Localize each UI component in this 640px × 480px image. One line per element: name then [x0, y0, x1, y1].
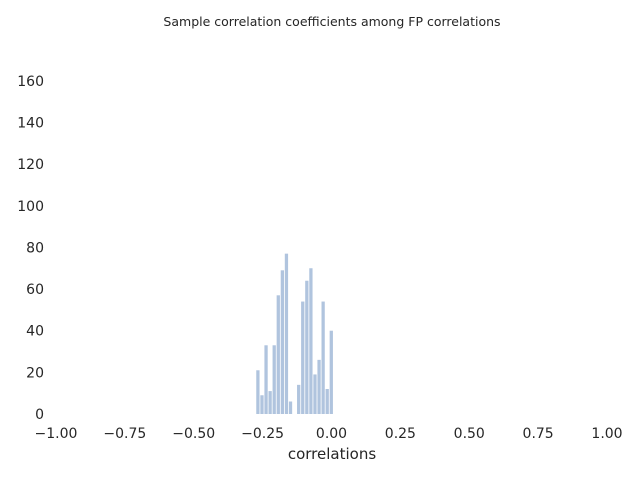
x-tick-labels: −1.00 −0.75 −0.50 −0.25 0.00 0.25 0.50 0.75 1.00 [35, 426, 623, 442]
y-tick-labels: 0 20 40 60 80 100 120 140 160 [17, 74, 44, 423]
x-tick-label: −1.00 [35, 426, 78, 442]
histogram-bar [284, 253, 289, 414]
x-tick-label: −0.75 [103, 426, 146, 442]
histogram-bars [256, 253, 333, 414]
x-tick-label: 0.50 [454, 426, 485, 442]
y-tick-label: 20 [26, 365, 44, 381]
histogram-bar [325, 389, 329, 414]
x-tick-label: 0.00 [316, 426, 347, 442]
y-tick-label: 80 [26, 240, 44, 256]
chart-title: Sample correlation coefficients among FP… [163, 14, 500, 29]
histogram-bar [288, 401, 293, 414]
y-tick-label: 0 [35, 407, 44, 423]
x-axis-label: correlations [288, 445, 376, 463]
x-tick-label: −0.25 [241, 426, 284, 442]
histogram-bar [256, 370, 260, 414]
histogram-bar [272, 345, 276, 414]
y-tick-label: 160 [17, 74, 44, 90]
x-tick-label: 0.75 [523, 426, 554, 442]
x-tick-label: 0.25 [385, 426, 416, 442]
x-tick-label: 1.00 [591, 426, 622, 442]
histogram-bar [264, 345, 268, 414]
histogram-bar [309, 268, 313, 414]
y-tick-label: 140 [17, 115, 44, 131]
y-tick-label: 120 [17, 157, 44, 173]
histogram-bar [313, 374, 317, 414]
x-tick-label: −0.50 [172, 426, 215, 442]
y-tick-label: 40 [26, 324, 44, 340]
histogram-bar [321, 301, 325, 414]
histogram-bar [305, 280, 309, 414]
histogram-bar [297, 384, 301, 414]
histogram-bar [260, 395, 264, 414]
y-tick-label: 100 [17, 199, 44, 215]
y-tick-label: 60 [26, 282, 44, 298]
histogram-bar [276, 295, 280, 414]
histogram-bar [280, 270, 285, 414]
histogram-bar [329, 330, 333, 414]
histogram-bar [317, 359, 321, 414]
histogram-bar [301, 301, 305, 414]
histogram-bar [268, 391, 272, 414]
